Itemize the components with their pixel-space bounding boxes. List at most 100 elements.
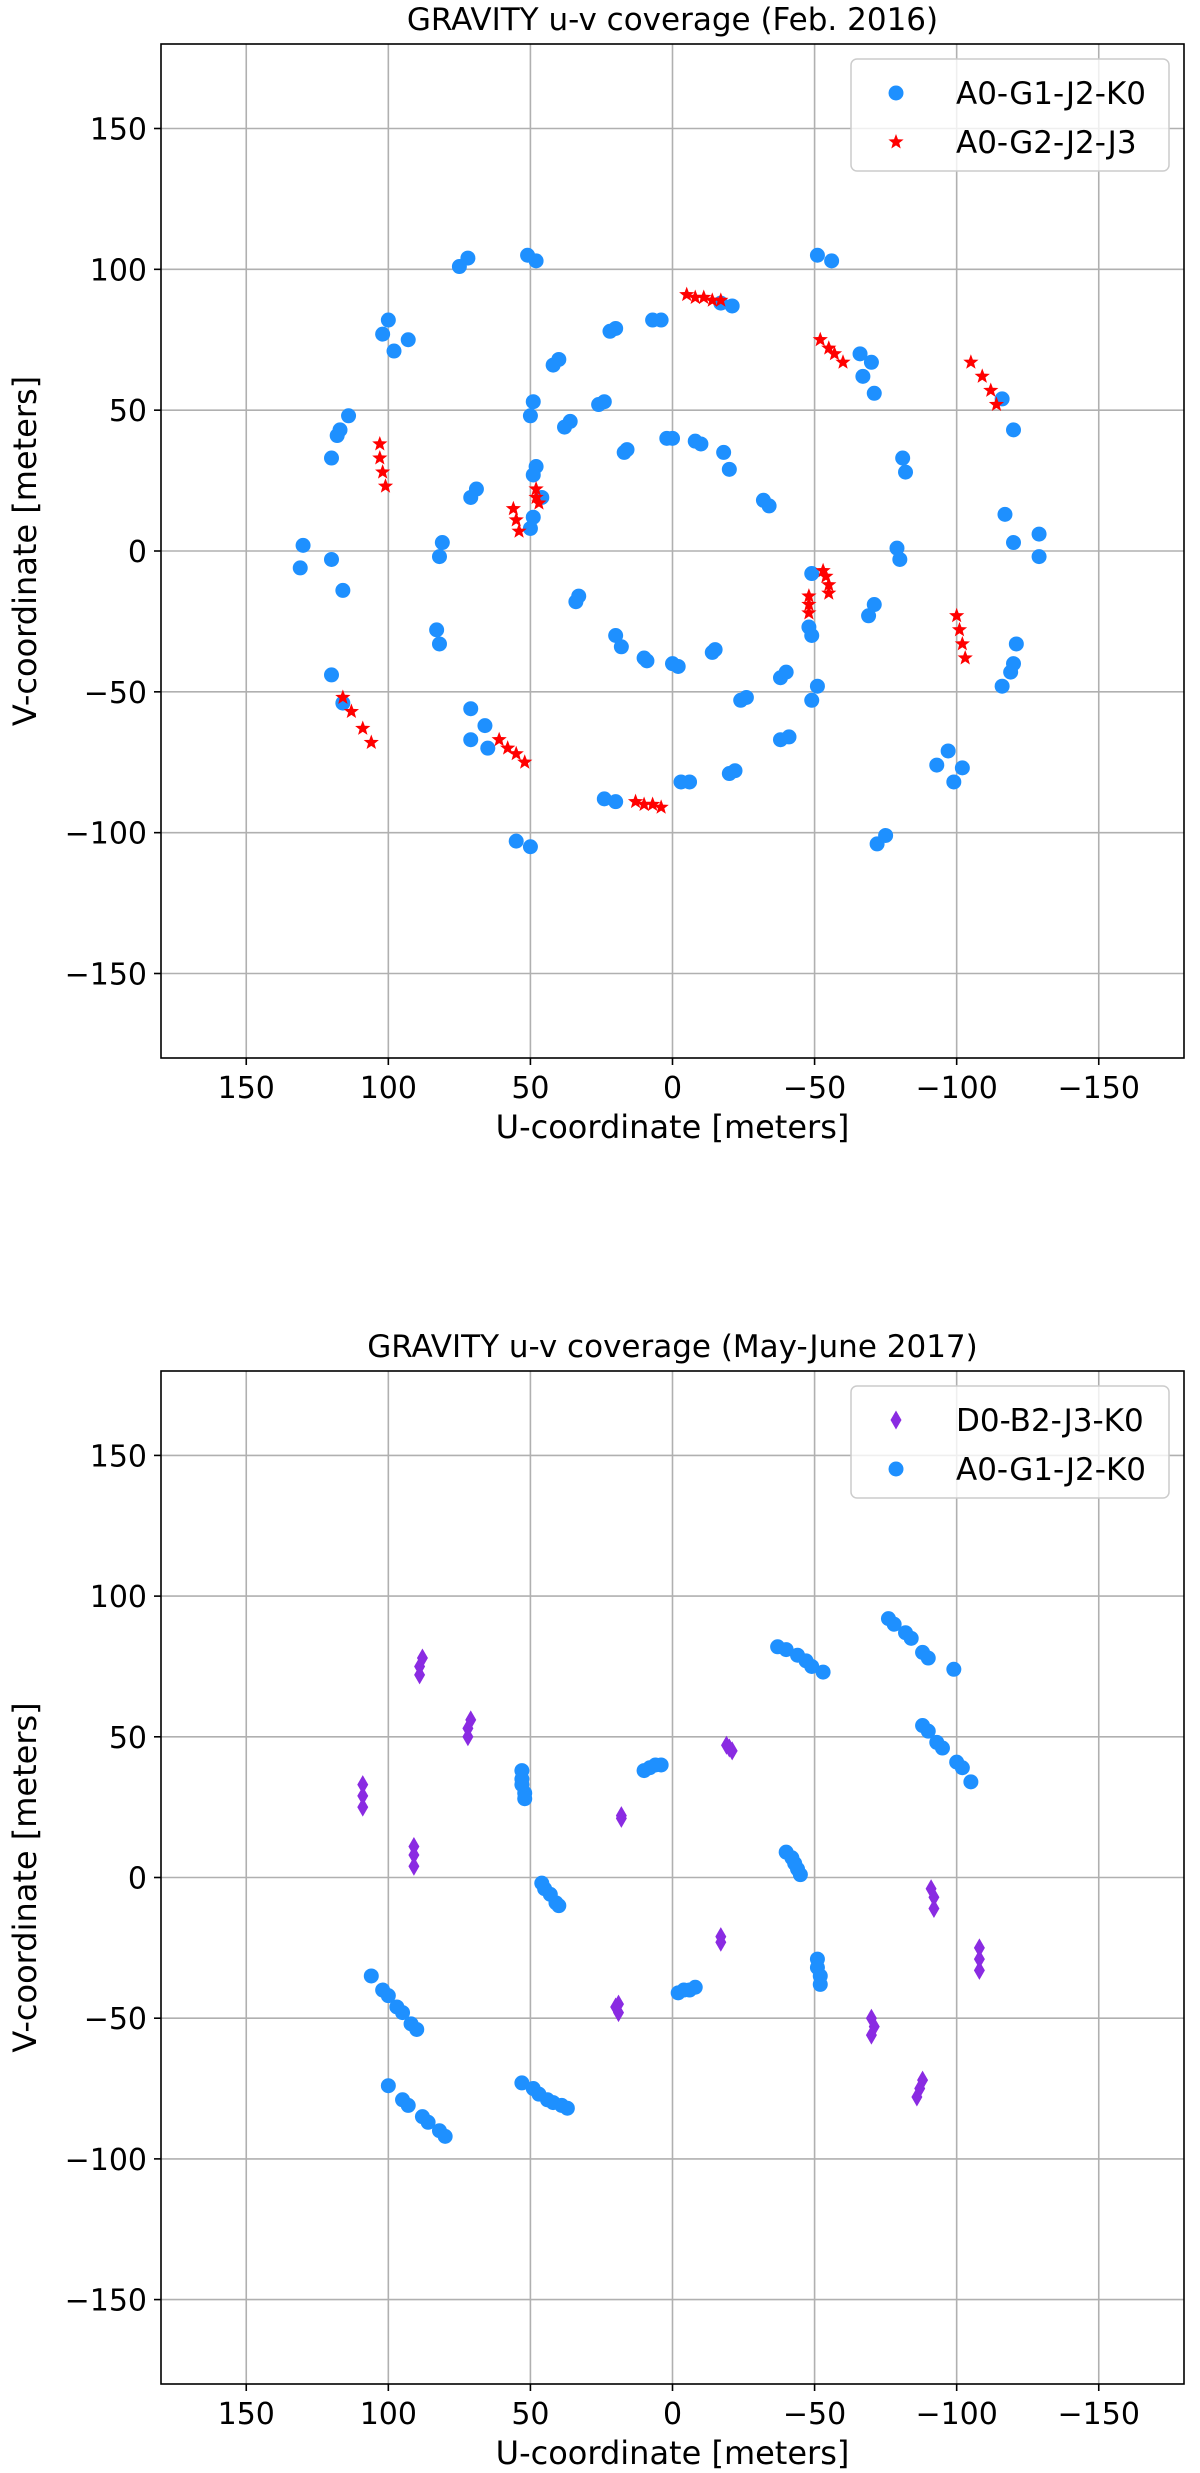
data-point <box>514 2075 530 2091</box>
data-point <box>343 703 359 719</box>
data-point <box>528 489 544 504</box>
series-A0-G2-J2-J3 <box>335 286 1005 814</box>
legend-box <box>850 1385 1170 1499</box>
data-point <box>615 1808 627 1828</box>
data-point <box>429 622 445 638</box>
data-point <box>824 253 840 269</box>
data-point <box>400 332 416 348</box>
data-point <box>395 2005 411 2021</box>
chart-top: GRAVITY u-v coverage (Feb. 2016) 150 100 50… <box>6 2 1185 1146</box>
data-point <box>804 1658 820 1674</box>
data-point <box>335 695 351 711</box>
x-tick-label: −100 <box>915 1071 997 1106</box>
data-point <box>355 720 371 735</box>
data-point <box>801 604 817 620</box>
data-point <box>889 540 905 556</box>
data-point <box>335 582 351 598</box>
data-point <box>934 1740 950 1756</box>
data-point <box>1031 526 1047 542</box>
data-point <box>324 450 339 466</box>
chart-bottom: GRAVITY u-v coverage (May-June 2017)150 1… <box>6 1329 1185 2472</box>
data-point <box>434 535 450 551</box>
data-point <box>531 495 547 510</box>
legend-marker <box>888 1461 904 1477</box>
data-point <box>696 289 712 304</box>
data-point <box>929 757 945 773</box>
data-point <box>551 1898 567 1914</box>
data-point <box>357 1786 369 1806</box>
data-point <box>468 481 484 497</box>
chart-title: GRAVITY u-v coverage (May-June 2017) <box>367 1329 977 1365</box>
data-point <box>511 523 527 538</box>
data-point <box>781 729 797 745</box>
data-point <box>715 1932 727 1952</box>
data-point <box>957 650 973 665</box>
y-tick-label: 0 <box>128 535 147 570</box>
data-point <box>363 1968 379 1984</box>
x-tick-label: 0 <box>663 1071 682 1106</box>
y-tick-label: 100 <box>90 1580 147 1615</box>
data-point <box>761 498 777 514</box>
x-tick-label: 100 <box>360 2397 417 2432</box>
data-point <box>815 1664 831 1680</box>
data-point <box>463 732 479 748</box>
data-point <box>946 1661 962 1677</box>
data-point <box>826 345 843 361</box>
data-point <box>505 500 521 516</box>
data-point <box>778 1642 794 1658</box>
data-point <box>801 588 817 603</box>
data-point <box>821 340 837 355</box>
data-point <box>431 549 447 565</box>
data-point <box>409 2021 425 2037</box>
y-tick-label: −50 <box>84 676 147 711</box>
data-point <box>778 664 794 680</box>
data-point <box>1006 535 1021 551</box>
data-point <box>973 1949 985 1969</box>
data-point <box>946 774 962 790</box>
x-tick-label: 100 <box>360 1071 417 1106</box>
data-point <box>568 594 584 610</box>
legend-marker <box>888 85 904 101</box>
legend-label: D0-B2-J3-K0 <box>956 1403 1144 1439</box>
data-point <box>983 382 999 397</box>
data-point <box>687 289 703 304</box>
data-point <box>408 1856 420 1876</box>
data-point <box>866 597 882 613</box>
legend-box <box>850 58 1170 172</box>
x-axis-label: U-coordinate [meters] <box>496 2434 850 2472</box>
data-point <box>861 608 877 624</box>
data-point <box>928 1887 940 1907</box>
data-point <box>670 658 686 674</box>
x-tick-label: −100 <box>915 2397 997 2432</box>
data-point <box>821 576 837 592</box>
y-axis: −150 −100 −50 0 50 100 150 <box>65 1439 161 2319</box>
y-axis: −150 −100 −50 0 50 100 150 <box>65 113 161 993</box>
data-point <box>517 1791 533 1807</box>
y-tick-label: −150 <box>65 2284 147 2319</box>
data-point <box>596 791 612 807</box>
data-point <box>804 628 820 643</box>
series-A0-G1-J2-K0 <box>292 247 1047 855</box>
data-point <box>1031 549 1047 565</box>
data-point <box>963 1774 979 1790</box>
data-point <box>616 444 632 460</box>
data-point <box>451 259 467 275</box>
x-tick-label: −150 <box>1058 2397 1140 2432</box>
data-point <box>954 635 970 651</box>
data-point <box>380 312 396 328</box>
legend-label: A0-G2-J2-J3 <box>956 125 1137 161</box>
data-point <box>973 1960 985 1980</box>
data-point <box>525 467 541 483</box>
data-point <box>480 740 496 756</box>
legend-marker <box>890 1410 902 1430</box>
data-point <box>522 408 538 424</box>
data-point <box>414 1665 426 1685</box>
chart-title: GRAVITY u-v coverage (Feb. 2016) <box>407 2 938 38</box>
x-axis: 150 100 50 0 −50 −100 −150 <box>218 1058 1140 1106</box>
legend: D0-B2-J3-K0 A0-G1-J2-K0 <box>850 1385 1170 1499</box>
data-point <box>517 754 533 769</box>
data-point <box>508 512 524 527</box>
x-tick-label: 150 <box>218 1071 275 1106</box>
data-point <box>608 628 624 643</box>
